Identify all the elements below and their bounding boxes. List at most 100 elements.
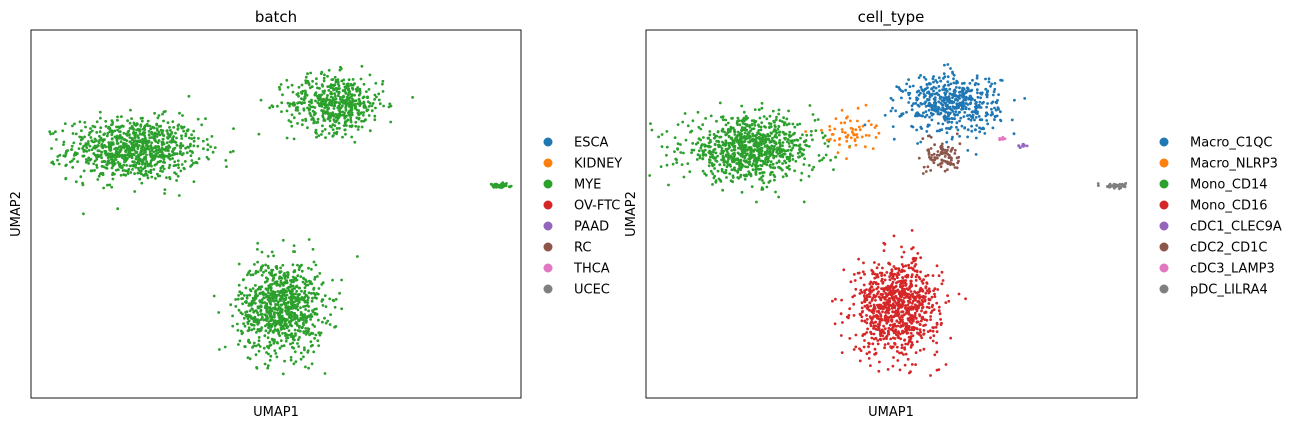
data-point <box>389 120 393 124</box>
data-point <box>858 128 862 132</box>
data-point <box>63 122 67 125</box>
data-point <box>119 173 123 177</box>
data-point <box>51 132 55 135</box>
data-point <box>958 134 961 138</box>
data-point <box>303 282 307 285</box>
legend-label: cDC1_CLEC9A <box>1190 220 1282 235</box>
data-point <box>886 293 890 296</box>
data-point <box>170 131 174 134</box>
data-point <box>258 299 262 303</box>
data-point <box>314 263 318 267</box>
data-point <box>243 345 247 349</box>
data-point <box>946 111 950 115</box>
data-point <box>978 100 982 104</box>
data-point <box>306 72 309 76</box>
data-point <box>933 295 937 298</box>
data-point <box>166 136 169 139</box>
data-point <box>968 81 972 85</box>
data-point <box>320 105 324 108</box>
data-point <box>260 316 264 320</box>
data-point <box>303 300 307 304</box>
data-point <box>285 136 289 140</box>
data-point <box>796 123 799 126</box>
data-point <box>108 130 112 134</box>
data-point <box>877 325 881 329</box>
data-point <box>289 342 292 346</box>
data-point <box>286 271 289 274</box>
data-point <box>343 85 347 89</box>
data-point <box>848 337 852 340</box>
data-point <box>899 319 903 323</box>
data-point <box>731 176 735 179</box>
data-point <box>891 98 895 102</box>
data-point <box>281 263 285 267</box>
data-point <box>947 83 950 87</box>
data-point <box>142 158 145 162</box>
data-point <box>701 157 704 161</box>
data-point <box>509 184 513 188</box>
data-point <box>757 123 760 127</box>
data-point <box>762 115 766 118</box>
data-point <box>282 318 286 321</box>
data-point <box>913 326 917 330</box>
data-point <box>342 124 346 127</box>
data-point <box>872 293 876 297</box>
data-point <box>782 123 786 127</box>
data-point <box>260 298 264 302</box>
data-point <box>897 330 900 333</box>
data-point <box>785 166 789 169</box>
data-point <box>711 153 714 157</box>
data-point <box>137 161 141 165</box>
data-point <box>326 94 329 97</box>
data-point <box>874 294 878 298</box>
data-point <box>959 116 963 120</box>
data-point <box>987 80 991 84</box>
data-point <box>237 308 241 312</box>
data-point <box>340 278 343 282</box>
data-point <box>357 117 361 121</box>
data-point <box>936 112 940 116</box>
data-point <box>282 344 286 348</box>
data-point <box>190 159 194 162</box>
data-point <box>366 108 370 112</box>
data-point <box>926 148 930 152</box>
data-point <box>110 185 114 189</box>
data-point <box>287 329 291 332</box>
data-point <box>114 168 118 172</box>
data-point <box>853 139 857 143</box>
data-point <box>187 94 191 98</box>
data-point <box>673 150 676 154</box>
data-point <box>726 131 730 134</box>
data-point <box>155 135 159 138</box>
data-point <box>720 167 724 171</box>
data-point <box>872 332 876 336</box>
data-point <box>867 119 871 123</box>
data-point <box>781 162 784 165</box>
data-point <box>288 104 291 108</box>
data-point <box>754 158 758 162</box>
data-point <box>746 165 750 169</box>
data-point <box>855 133 859 136</box>
data-point <box>80 129 83 133</box>
data-point <box>284 309 287 312</box>
data-point <box>317 344 321 347</box>
data-point <box>309 318 312 321</box>
data-point <box>282 300 286 303</box>
data-point <box>373 98 376 101</box>
data-point <box>798 122 802 126</box>
data-point <box>150 131 154 134</box>
data-point <box>929 318 932 321</box>
data-point <box>752 154 756 158</box>
data-point <box>328 124 332 128</box>
data-point <box>683 112 687 115</box>
data-point <box>904 88 907 92</box>
data-point <box>852 314 856 317</box>
data-point <box>900 263 904 266</box>
data-point <box>255 366 258 369</box>
data-point <box>328 98 331 102</box>
data-point <box>719 145 722 148</box>
data-point <box>910 108 914 112</box>
data-point <box>697 125 701 129</box>
data-point <box>876 323 880 326</box>
data-point <box>82 169 86 173</box>
